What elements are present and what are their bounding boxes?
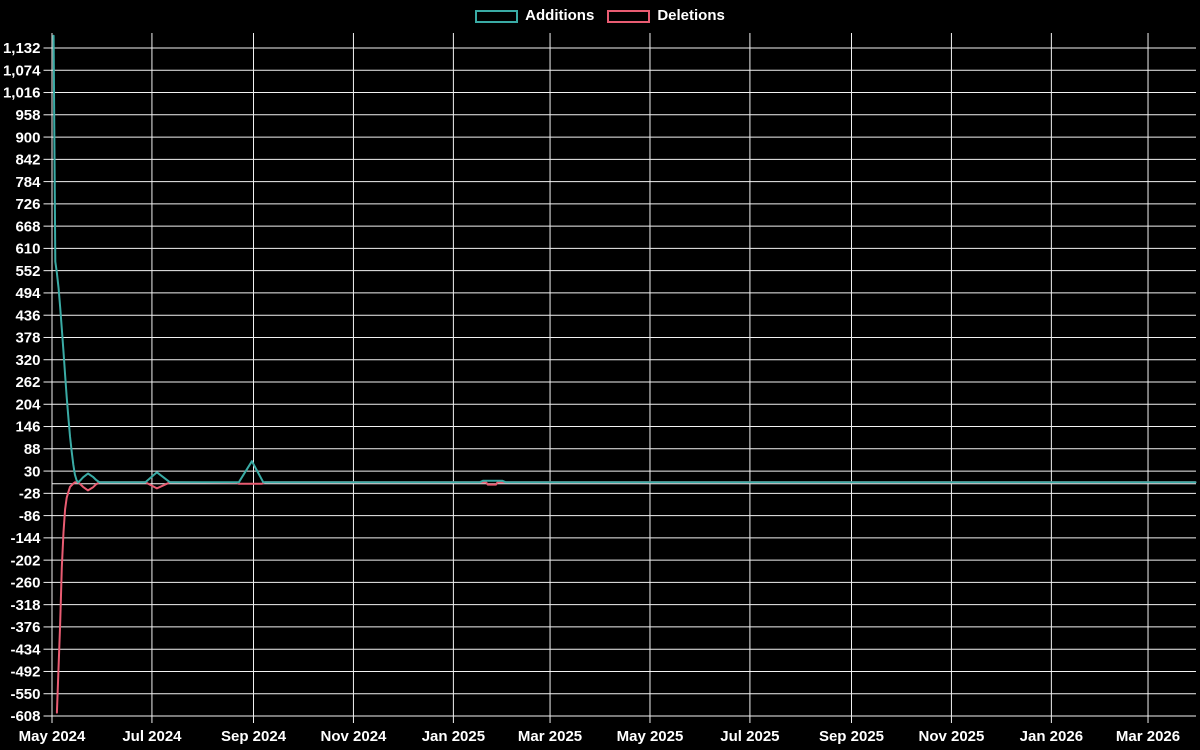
- y-tick-label: -202: [10, 552, 40, 569]
- legend-label-deletions: Deletions: [657, 7, 725, 24]
- x-tick-label: Mar 2025: [518, 728, 582, 745]
- y-tick-label: 552: [15, 263, 40, 280]
- y-tick-label: 668: [15, 218, 40, 235]
- y-tick-label: -550: [10, 686, 40, 703]
- y-tick-label: 320: [15, 352, 40, 369]
- y-tick-label: -144: [10, 530, 41, 547]
- y-tick-label: 88: [24, 441, 41, 458]
- y-tick-label: 1,016: [3, 85, 41, 102]
- vertical-gridlines: [51, 33, 1149, 723]
- y-tick-label: 204: [15, 396, 41, 413]
- legend-item-deletions[interactable]: Deletions: [607, 6, 725, 26]
- y-tick-label: 146: [15, 419, 40, 436]
- series-lines: [52, 34, 1197, 714]
- x-tick-label: May 2025: [617, 728, 684, 745]
- additions-line: [52, 34, 1197, 484]
- y-tick-label: 842: [15, 152, 40, 169]
- y-tick-label: -608: [10, 708, 40, 725]
- y-tick-label: 30: [24, 463, 41, 480]
- x-axis-labels: May 2024 Jul 2024 Sep 2024 Nov 2024 Jan 2025…: [19, 728, 1180, 745]
- legend-item-additions[interactable]: Additions: [475, 6, 594, 26]
- y-tick-label: 958: [15, 107, 40, 124]
- x-tick-label: Jan 2025: [422, 728, 485, 745]
- chart-legend: Additions Deletions: [0, 6, 1200, 26]
- deletions-swatch-icon: [607, 9, 651, 23]
- horizontal-gridlines: [43, 47, 1196, 717]
- x-tick-label: Nov 2024: [321, 728, 388, 745]
- x-tick-label: Jul 2024: [122, 728, 182, 745]
- y-tick-label: 610: [15, 241, 40, 258]
- y-tick-label: -318: [10, 597, 40, 614]
- x-tick-label: Mar 2026: [1116, 728, 1180, 745]
- x-tick-label: Nov 2025: [918, 728, 984, 745]
- additions-swatch-icon: [475, 9, 519, 23]
- y-tick-label: 262: [15, 374, 40, 391]
- legend-label-additions: Additions: [525, 7, 595, 24]
- x-tick-label: Jul 2025: [720, 728, 779, 745]
- x-tick-label: May 2024: [19, 728, 86, 745]
- y-tick-label: 726: [15, 196, 40, 213]
- y-tick-label: -28: [19, 486, 41, 503]
- y-tick-label: 900: [15, 129, 40, 146]
- y-axis-labels: 1,132 1,074 1,016 958 900 842 784 726 668 610 552 4…: [3, 40, 41, 725]
- y-tick-label: -86: [19, 508, 41, 525]
- y-tick-label: 1,074: [3, 62, 41, 79]
- y-tick-label: -434: [10, 641, 41, 658]
- deletions-line: [55, 481, 1197, 714]
- y-tick-label: -260: [10, 575, 40, 592]
- y-tick-label: 494: [15, 285, 41, 302]
- y-tick-label: 1,132: [3, 40, 41, 57]
- x-tick-label: Jan 2026: [1020, 728, 1083, 745]
- x-tick-label: Sep 2024: [221, 728, 287, 745]
- y-tick-label: -492: [10, 664, 40, 681]
- y-tick-label: 436: [15, 307, 40, 324]
- y-tick-label: 784: [15, 174, 41, 191]
- y-tick-label: 378: [15, 330, 40, 347]
- y-tick-label: -376: [10, 619, 40, 636]
- x-tick-label: Sep 2025: [819, 728, 884, 745]
